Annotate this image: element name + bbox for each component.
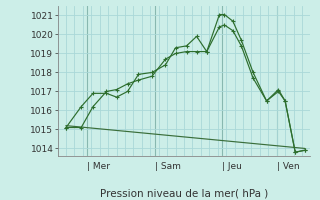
Text: | Jeu: | Jeu (222, 162, 242, 171)
Text: | Sam: | Sam (155, 162, 180, 171)
Text: | Ven: | Ven (277, 162, 299, 171)
Text: | Mer: | Mer (87, 162, 110, 171)
Text: Pression niveau de la mer( hPa ): Pression niveau de la mer( hPa ) (100, 189, 268, 199)
